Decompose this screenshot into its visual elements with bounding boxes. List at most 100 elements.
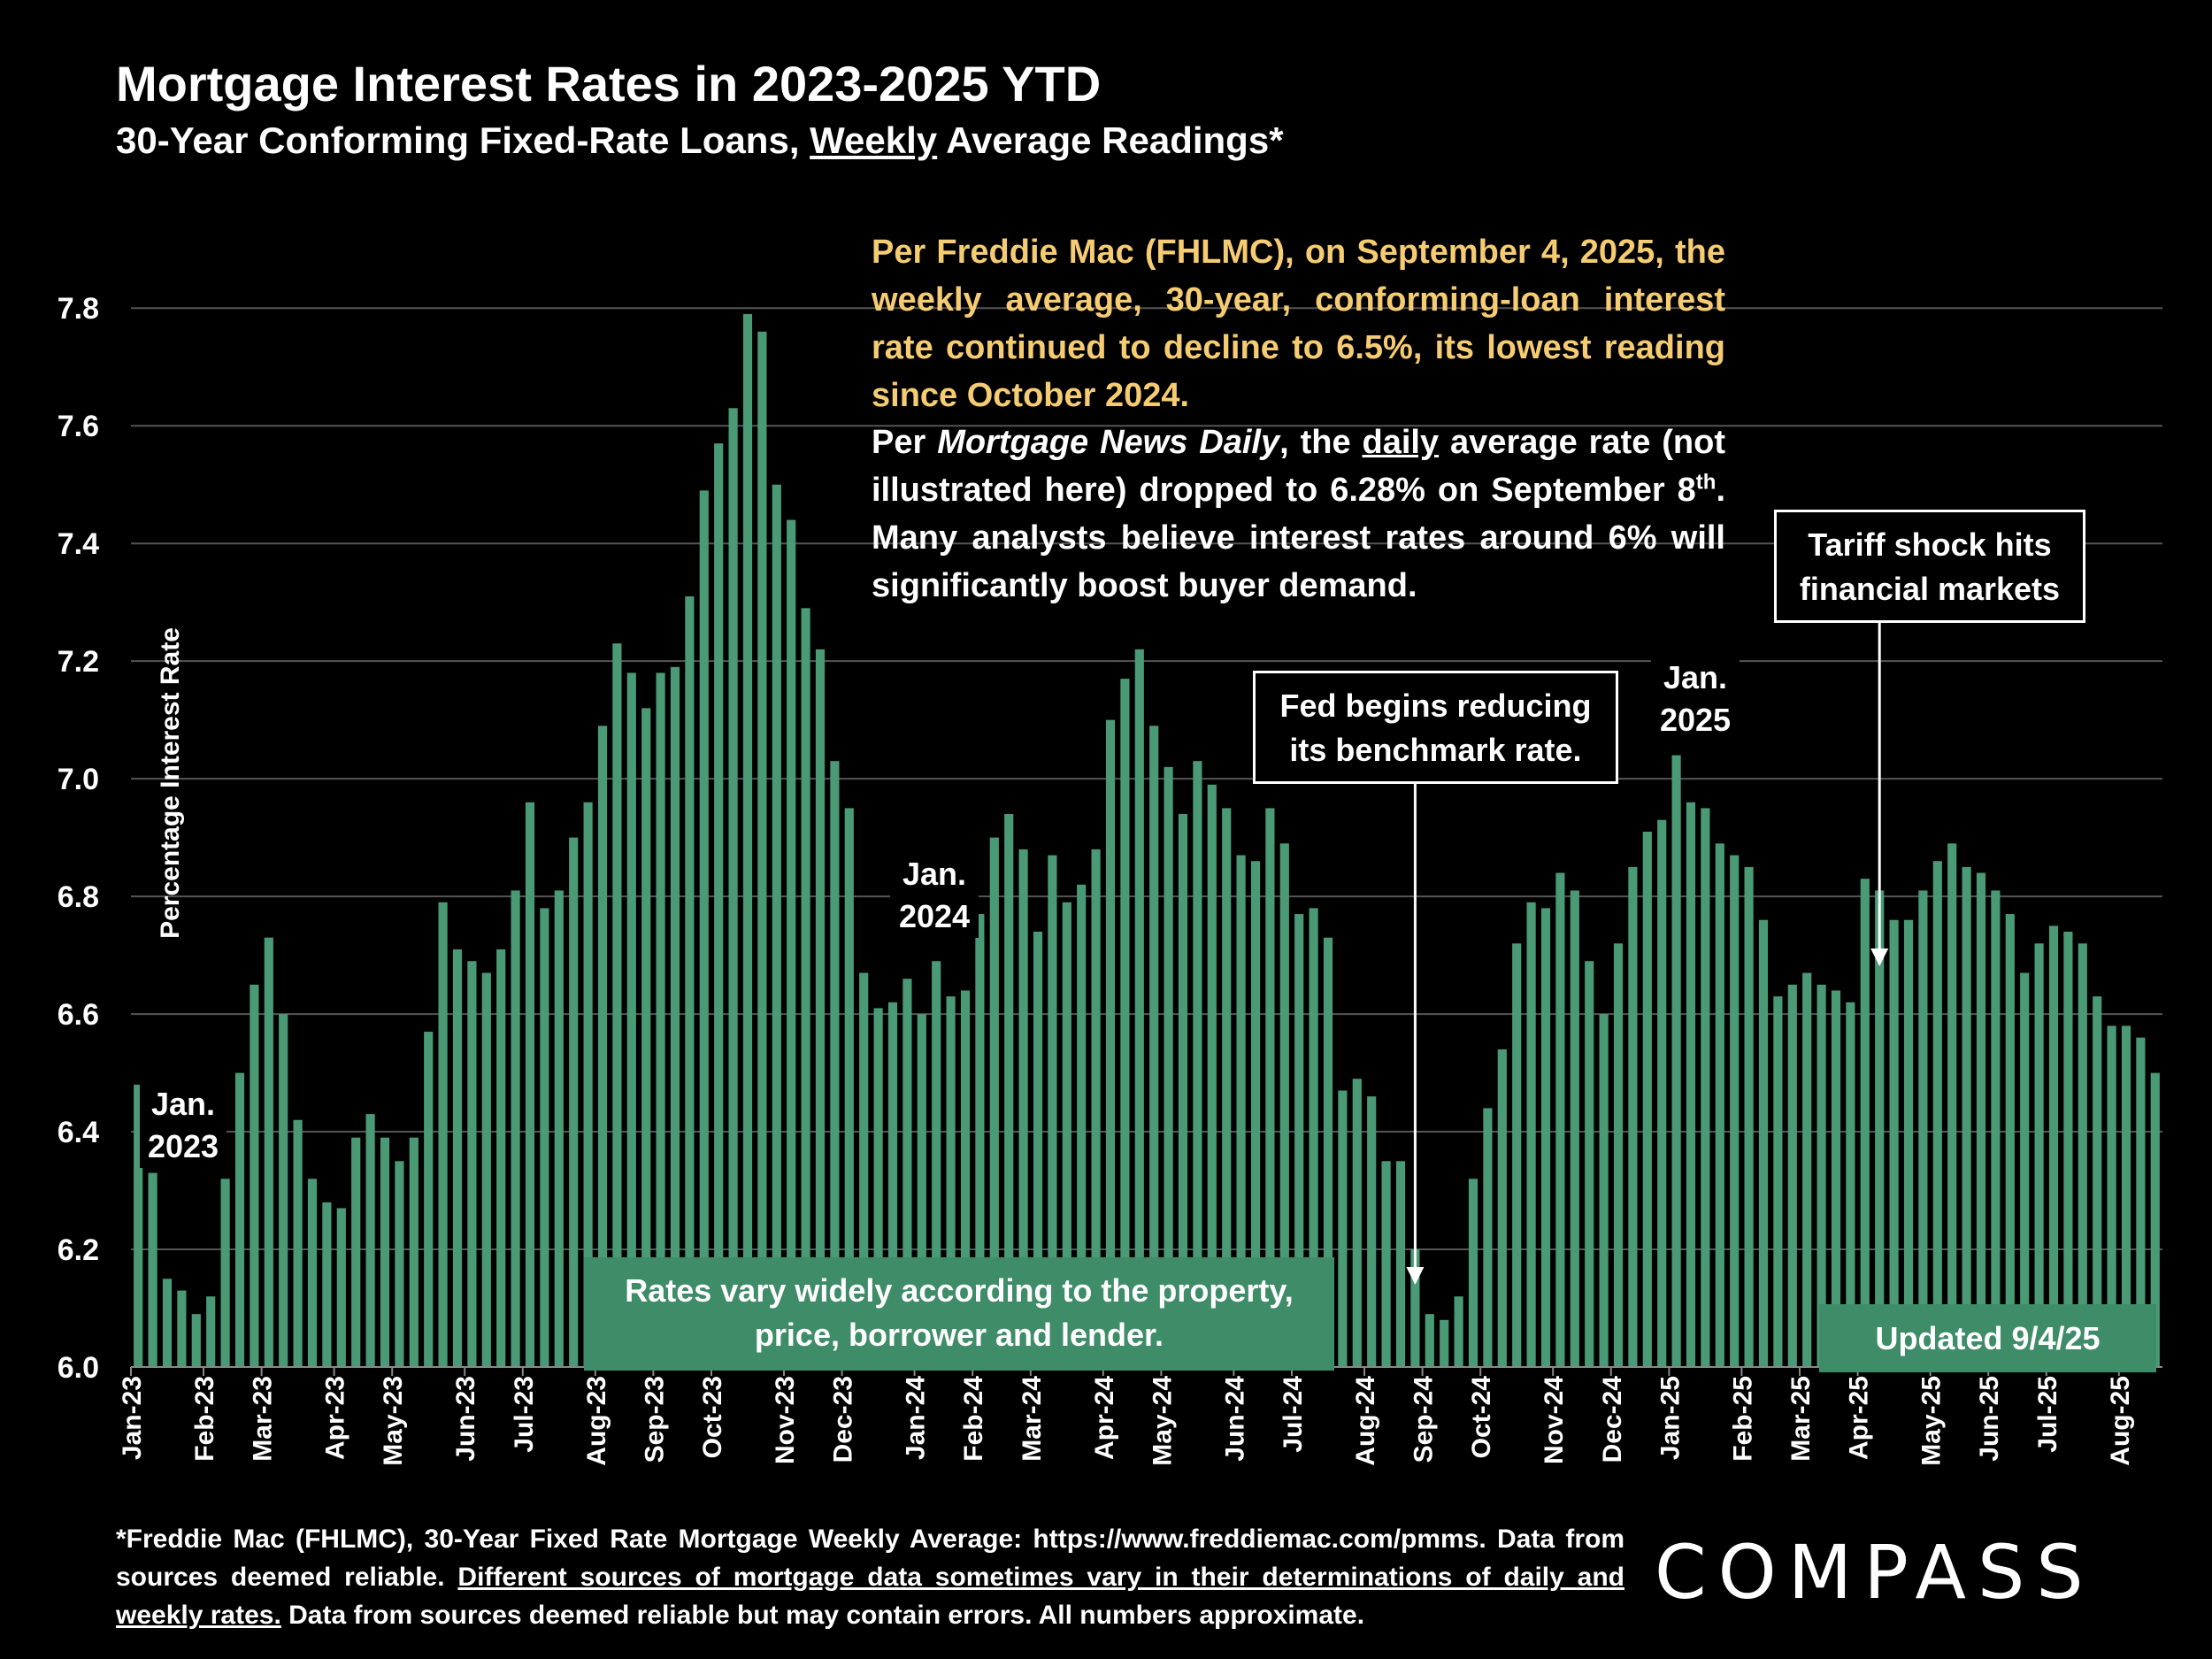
bar <box>1918 890 1928 1367</box>
bar <box>1744 866 1754 1367</box>
bar <box>409 1137 419 1367</box>
mnd-text-b: , the <box>1279 424 1363 461</box>
bar <box>583 802 593 1367</box>
bar <box>2136 1037 2146 1367</box>
bar <box>1555 872 1565 1367</box>
bar <box>626 672 636 1367</box>
y-tick-label: 7.0 <box>58 763 99 796</box>
bar <box>989 837 999 1367</box>
y-tick-label: 6.4 <box>58 1116 99 1149</box>
bar <box>554 890 564 1367</box>
x-tick-label: Dec-23 <box>829 1376 858 1463</box>
bar <box>2150 1072 2160 1367</box>
bar <box>2005 914 2015 1367</box>
bar <box>1628 866 1638 1367</box>
fed-callout-line1: Fed begins reducing <box>1279 687 1592 724</box>
bar <box>220 1179 230 1367</box>
y-tick-label: 6.8 <box>58 880 99 914</box>
bar <box>1367 1096 1377 1367</box>
bar <box>1381 1161 1391 1367</box>
bar <box>250 984 259 1367</box>
bar <box>1222 808 1232 1367</box>
bar <box>2078 943 2087 1367</box>
x-tick-label: Sep-24 <box>1409 1376 1439 1463</box>
x-tick-label: Mar-25 <box>1786 1376 1816 1462</box>
bar <box>569 837 579 1367</box>
x-tick-label: Apr-24 <box>1090 1376 1119 1460</box>
subtitle-text-start: 30-Year Conforming Fixed-Rate Loans, <box>116 119 810 161</box>
bar <box>148 1172 157 1367</box>
x-tick-label: Jun-23 <box>451 1376 480 1462</box>
x-tick-label: Aug-25 <box>2106 1376 2135 1466</box>
bar <box>1207 784 1217 1367</box>
bar <box>1062 902 1071 1367</box>
bar <box>1018 849 1028 1367</box>
chart-subtitle: 30-Year Conforming Fixed-Rate Loans, Wee… <box>116 119 1284 162</box>
bar <box>612 643 622 1367</box>
bar <box>2063 932 2073 1367</box>
bar <box>1903 919 1914 1367</box>
bar <box>1468 1179 1479 1367</box>
bar <box>1033 932 1043 1367</box>
bar <box>1787 984 1797 1367</box>
x-tick-label: Jan-23 <box>118 1376 147 1460</box>
bar <box>1236 855 1246 1367</box>
bar <box>1265 808 1275 1367</box>
year-2024-month: Jan. <box>902 856 967 892</box>
fed-callout: Fed begins reducing its benchmark rate. <box>1253 671 1618 784</box>
bar <box>1279 843 1289 1367</box>
x-tick-label: May-25 <box>1917 1376 1947 1466</box>
rates-vary-box: Rates vary widely according to the prope… <box>584 1257 1334 1371</box>
bar <box>540 908 549 1367</box>
bar <box>1686 802 1696 1367</box>
bar <box>1773 996 1783 1367</box>
y-tick-label: 7.8 <box>58 292 99 326</box>
x-tick-label: Apr-23 <box>321 1376 350 1460</box>
footnote-text-b: Data from sources deemed reliable but ma… <box>280 1601 1365 1630</box>
y-tick-label: 6.0 <box>58 1351 99 1385</box>
bar <box>264 937 273 1367</box>
x-tick-label: Jan-24 <box>902 1376 931 1460</box>
bar <box>1178 814 1188 1367</box>
bar <box>1642 831 1652 1367</box>
bar <box>714 443 724 1368</box>
bar <box>1309 908 1318 1367</box>
mnd-source-name: Mortgage News Daily <box>937 424 1280 461</box>
freddie-mac-note: Per Freddie Mac (FHLMC), on September 4,… <box>872 234 1725 414</box>
bar <box>1671 755 1681 1367</box>
subtitle-text-end: Average Readings* <box>937 119 1284 161</box>
bar <box>772 484 781 1367</box>
mnd-text-d: . Many analysts believe interest rates a… <box>872 472 1725 604</box>
bar <box>1599 1014 1609 1367</box>
subtitle-weekly-emphasis: Weekly <box>810 119 938 161</box>
x-tick-label: Sep-23 <box>640 1376 669 1463</box>
x-tick-label: Jan-25 <box>1655 1376 1685 1460</box>
bar <box>1831 990 1841 1367</box>
bar-series <box>134 313 2160 1368</box>
bar <box>2020 972 2030 1367</box>
rates-vary-line2: price, borrower and lender. <box>754 1317 1164 1353</box>
year-2024-year: 2024 <box>898 898 971 934</box>
year-2025-year: 2025 <box>1659 702 1732 738</box>
x-tick-label: Jun-24 <box>1220 1376 1249 1462</box>
bar <box>1947 843 1957 1367</box>
bar <box>932 961 941 1367</box>
bar <box>1193 761 1202 1367</box>
bar <box>365 1114 375 1367</box>
mnd-superscript: th <box>1695 470 1717 495</box>
year-label-2025: Jan. 2025 <box>1651 657 1740 741</box>
x-tick-label: Oct-24 <box>1467 1376 1496 1459</box>
x-tick-label: May-23 <box>379 1376 408 1466</box>
bar <box>1613 943 1624 1367</box>
x-tick-label: Oct-23 <box>698 1376 727 1458</box>
bar <box>322 1202 332 1367</box>
x-tick-label: Jul-25 <box>2033 1376 2062 1453</box>
callout-arrows <box>1406 623 1889 1285</box>
bar <box>1338 1090 1348 1367</box>
footnote-underlined: Different sources of mortgage data somet… <box>116 1563 1624 1630</box>
bar <box>1730 855 1740 1367</box>
bar <box>467 961 477 1367</box>
bar <box>960 990 971 1367</box>
rates-vary-line1: Rates vary widely according to the prope… <box>625 1272 1294 1309</box>
bar <box>1497 1048 1507 1367</box>
